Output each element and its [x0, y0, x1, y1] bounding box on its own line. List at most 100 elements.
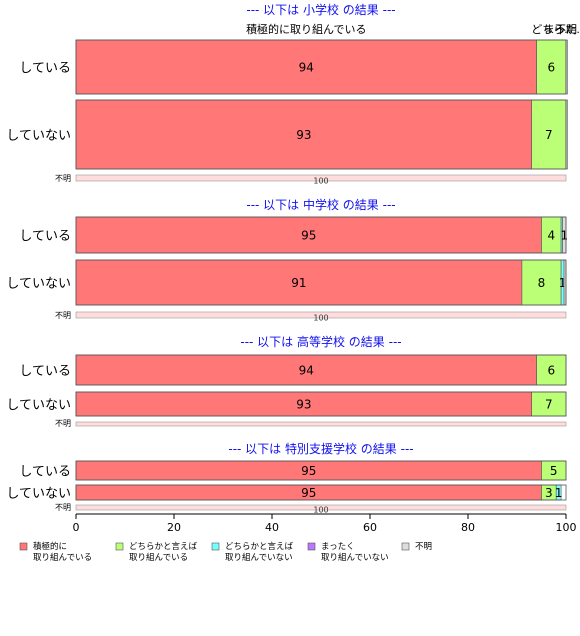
bar-value-label: 3	[545, 486, 553, 500]
x-tick-label: 60	[363, 521, 377, 534]
category-label: している	[19, 465, 71, 480]
bar-segment	[536, 39, 567, 95]
unknown-row: 不明 100	[55, 174, 567, 186]
bar-row: している 94 6	[19, 39, 568, 95]
category-label: していない	[6, 398, 71, 413]
unknown-label: 不明	[55, 174, 71, 183]
bar-outline	[75, 216, 567, 254]
legend-item: 不明	[401, 542, 432, 552]
bar-value-label: 1	[560, 229, 568, 243]
unknown-bar	[75, 174, 567, 182]
unknown-label: 不明	[55, 419, 71, 428]
legend-item: どちらかと言えば取り組んでいる	[115, 541, 198, 563]
unknown-row: 不明 100	[55, 503, 567, 515]
top-category-label-2: まった..	[544, 23, 580, 36]
bar-row: している 94 6	[19, 354, 567, 386]
bar-value-label: 93	[296, 128, 311, 142]
unknown-bar	[75, 421, 567, 427]
legend-swatch	[115, 542, 124, 551]
legend-swatch	[211, 542, 220, 551]
legend-item: まったく取り組んでいない	[307, 542, 389, 563]
top-category-label-3: 不明	[555, 23, 577, 36]
x-tick-label: 80	[461, 521, 475, 534]
bar-outline	[75, 354, 567, 386]
bar-row: している 95 4 1	[19, 216, 568, 254]
legend-label: どちらかと言えば取り組んでいない	[225, 541, 294, 563]
unknown-value-label: 100	[313, 314, 328, 323]
bar-value-label: 93	[296, 398, 311, 412]
bar-value-label: 1	[555, 486, 563, 500]
unknown-row: 不明	[55, 419, 567, 428]
bar-value-label: 8	[538, 276, 546, 290]
legend-swatch	[19, 542, 28, 551]
bar-segment	[531, 99, 567, 170]
legend: 積極的に取り組んでいる どちらかと言えば取り組んでいる どちらかと言えば取り組んでい…	[19, 541, 432, 563]
bar-value-label: 5	[550, 464, 558, 478]
top-category-label-0: 積極的に取り組んでいる	[246, 22, 366, 36]
bar-outline	[75, 39, 567, 95]
panel-title: --- 以下は 小学校 の結果 ---	[246, 2, 395, 17]
category-label: していない	[6, 487, 71, 502]
legend-item: 積極的に取り組んでいる	[19, 541, 92, 563]
bar-row: している 95 5	[19, 460, 567, 481]
unknown-label: 不明	[55, 311, 71, 320]
panel-title: --- 以下は 高等学校 の結果 ---	[240, 334, 401, 349]
bar-outline	[75, 460, 567, 481]
legend-label: 不明	[415, 542, 432, 552]
bar-value-label: 94	[299, 61, 314, 75]
bar-row: していない 93 7	[6, 391, 567, 417]
category-label: している	[19, 61, 71, 76]
x-tick-label: 40	[265, 521, 279, 534]
bar-segment	[75, 354, 537, 386]
bar-value-label: 1	[559, 276, 567, 290]
bar-outline	[75, 259, 567, 306]
panel-0: --- 以下は 小学校 の結果 --- している 94 6 していない 93 7 不明 100	[6, 2, 568, 186]
x-axis: 0 20 40 60 80 100	[73, 513, 577, 534]
bar-value-label: 94	[299, 364, 314, 378]
panel-title: --- 以下は 特別支援学校 の結果 ---	[228, 441, 413, 456]
bar-segment	[75, 216, 542, 254]
bar-value-label: 95	[301, 464, 316, 478]
x-tick-label: 100	[556, 521, 577, 534]
bar-segment	[521, 259, 562, 306]
bar-value-label: 95	[301, 229, 316, 243]
bar-value-label: 7	[545, 398, 553, 412]
legend-swatch	[401, 542, 410, 551]
unknown-row: 不明 100	[55, 311, 567, 323]
category-label: していない	[6, 129, 71, 144]
bar-value-label: 4	[547, 229, 555, 243]
legend-swatch	[307, 542, 316, 551]
legend-label: まったく取り組んでいない	[321, 542, 389, 563]
bar-row: していない 93 7	[6, 99, 568, 170]
bar-outline	[75, 484, 567, 501]
panel-3: --- 以下は 特別支援学校 の結果 --- している 95 5 していない 95 3 1 不明…	[6, 441, 567, 515]
unknown-value-label: 100	[313, 177, 328, 186]
bar-value-label: 6	[547, 364, 555, 378]
bar-segment	[536, 354, 567, 386]
panel-2: --- 以下は 高等学校 の結果 --- している 94 6 していない 93 7 不明	[6, 334, 567, 428]
bar-value-label: 95	[301, 486, 316, 500]
x-tick-label: 20	[167, 521, 181, 534]
category-label: している	[19, 229, 71, 244]
bar-segment	[75, 259, 523, 306]
bar-outline	[75, 391, 567, 417]
bar-segment	[75, 391, 533, 417]
top-category-label-1: どちら..	[531, 23, 571, 36]
bar-segment	[75, 99, 533, 170]
legend-label: どちらかと言えば取り組んでいる	[129, 541, 198, 563]
unknown-label: 不明	[55, 503, 71, 512]
bar-row: していない 95 3 1	[6, 484, 567, 502]
bar-row: していない 91 8 1	[6, 259, 567, 306]
unknown-bar	[75, 504, 567, 511]
bar-value-label: 91	[291, 276, 306, 290]
category-label: している	[19, 364, 71, 379]
x-tick-label: 0	[73, 521, 80, 534]
bar-value-label: 7	[545, 128, 553, 142]
panel-title: --- 以下は 中学校 の結果 ---	[246, 197, 395, 212]
unknown-bar	[75, 311, 567, 319]
category-label: していない	[6, 277, 71, 292]
legend-item: どちらかと言えば取り組んでいない	[211, 541, 294, 563]
